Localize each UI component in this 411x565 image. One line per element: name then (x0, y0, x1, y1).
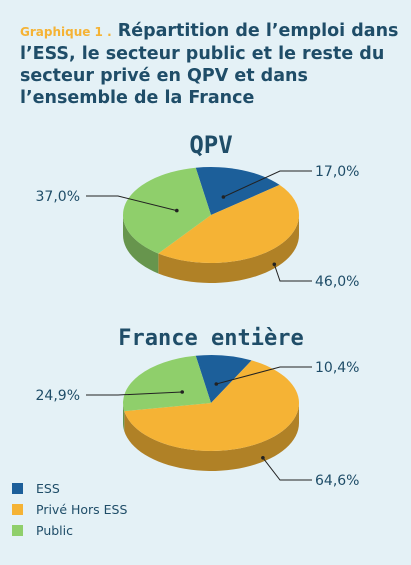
data-label-ess: 10,4% (315, 360, 359, 376)
legend-swatch-public (12, 525, 23, 536)
leader-line-public (86, 195, 177, 212)
data-label-ess: 17,0% (315, 164, 359, 180)
pie-title-qpv: QPV (189, 131, 232, 159)
pie-side-privé-hors-ess (158, 215, 299, 283)
pie-side-privé-hors-ess (124, 403, 300, 471)
figure-number: Graphique 1 . (20, 25, 112, 39)
data-label-public: 24,9% (36, 388, 80, 404)
pie-side-public (123, 403, 125, 432)
pie-slice-ess (195, 354, 252, 403)
legend-label-public: Public (36, 523, 73, 538)
leader-line-ess (216, 366, 312, 385)
data-label-public: 37,0% (36, 189, 80, 205)
legend: ESS Privé Hors ESS Public (12, 478, 127, 541)
legend-swatch-ess (12, 483, 23, 494)
leader-dot-public (175, 208, 179, 213)
pie-side-walls (123, 403, 300, 471)
leader-dot-ess (214, 382, 219, 386)
data-label-privé-hors-ess: 46,0% (315, 274, 359, 290)
leader-dot-privé-hors-ess (261, 456, 265, 460)
leader-line-privé-hors-ess (262, 457, 312, 481)
pie-side-walls (123, 215, 299, 283)
legend-label-ess: ESS (36, 481, 60, 496)
pie-slice-privé-hors-ess (158, 184, 300, 264)
legend-swatch-prive (12, 504, 23, 515)
figure-title: Répartition de l’emploi dans l’ESS, le s… (20, 21, 399, 108)
pie-slice-public (122, 167, 211, 254)
leader-line-privé-hors-ess (273, 264, 312, 282)
leader-line-ess (223, 170, 312, 198)
pie-title-france: France entière (118, 326, 303, 351)
leader-line-public (86, 391, 183, 396)
legend-label-prive: Privé Hors ESS (36, 502, 128, 517)
pie-side-public (123, 215, 159, 274)
data-label-privé-hors-ess: 64,6% (315, 473, 359, 489)
legend-item-ess: ESS (12, 478, 127, 499)
chart-header: Graphique 1 . Répartition de l’emploi da… (20, 20, 400, 109)
leader-dot-ess (221, 195, 226, 199)
pie-slice-public (123, 355, 211, 412)
leader-dot-privé-hors-ess (272, 262, 277, 267)
legend-item-public: Public (12, 520, 127, 541)
legend-item-prive: Privé Hors ESS (12, 499, 127, 520)
leader-dot-public (180, 390, 184, 394)
pie-slice-privé-hors-ess (124, 360, 300, 451)
